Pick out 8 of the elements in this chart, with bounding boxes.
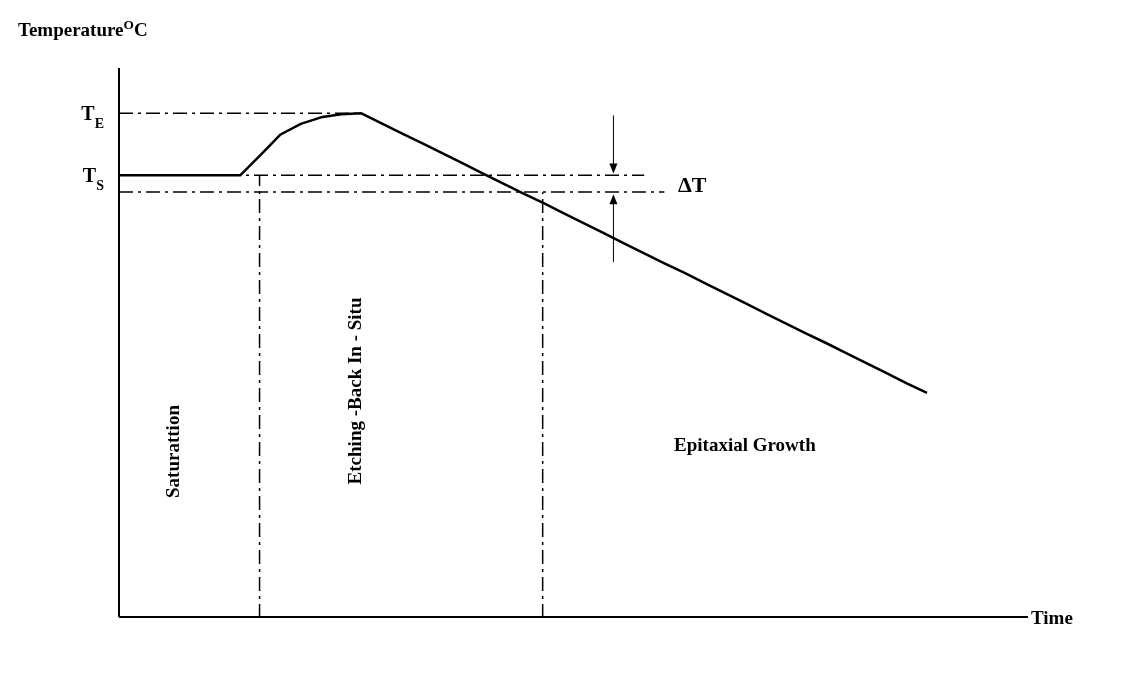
annotation: Etching -Back In - Situ [343, 297, 365, 485]
annotation: Epitaxial Growth [674, 434, 817, 456]
annotation: ΔT [678, 171, 707, 197]
ref-line-label: T$_{E}$ [81, 102, 104, 131]
ref-line-label: T$_{S}$ [82, 164, 105, 193]
y-axis-title: Temperature$^{O}$C [18, 16, 148, 40]
x-axis-title: Time [1031, 607, 1073, 628]
annotation: Saturattion [161, 404, 183, 498]
